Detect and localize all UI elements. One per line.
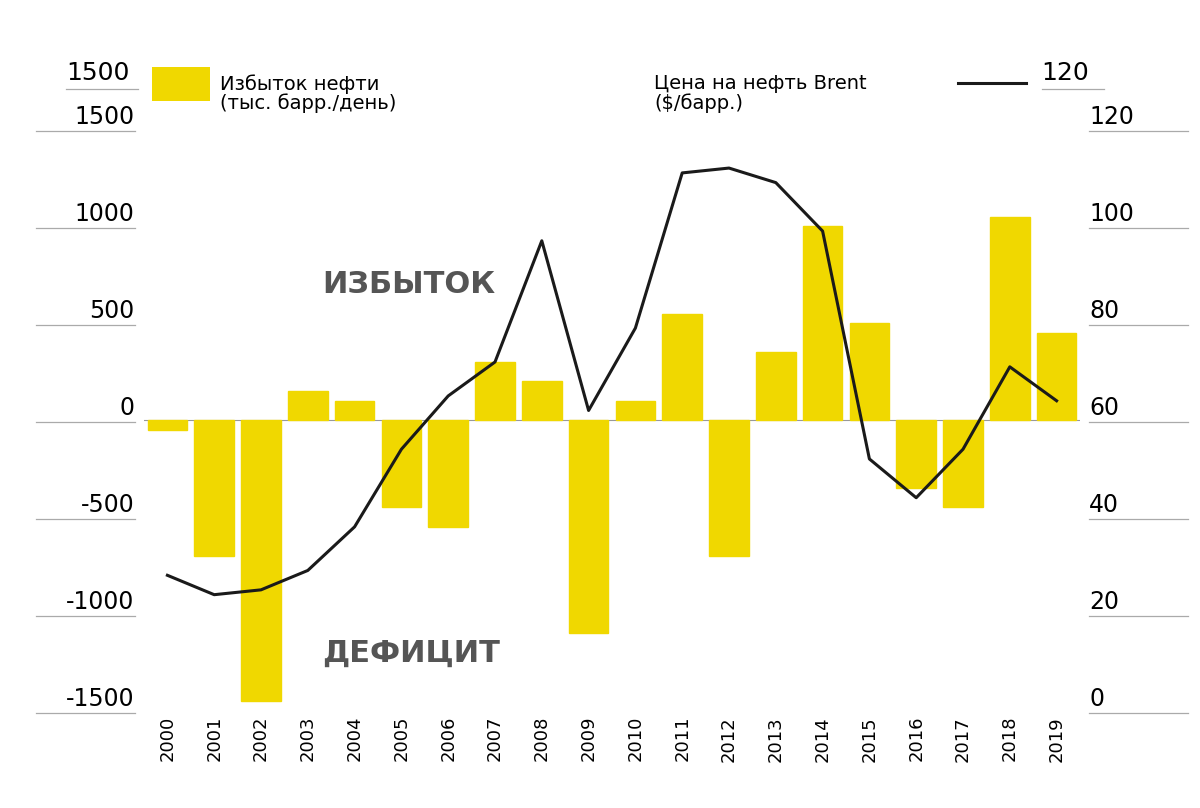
Text: ИЗБЫТОК: ИЗБЫТОК bbox=[322, 270, 494, 299]
Text: -1500: -1500 bbox=[66, 687, 134, 711]
Text: 20: 20 bbox=[1090, 590, 1120, 614]
Bar bbox=[662, 314, 702, 420]
Bar bbox=[803, 226, 842, 420]
Text: 100: 100 bbox=[1090, 202, 1134, 226]
Bar bbox=[709, 420, 749, 556]
Bar bbox=[475, 362, 515, 420]
Bar bbox=[616, 401, 655, 420]
Text: -500: -500 bbox=[80, 493, 134, 517]
Bar bbox=[241, 420, 281, 701]
Bar bbox=[1037, 333, 1076, 420]
Bar bbox=[288, 391, 328, 420]
Bar bbox=[756, 352, 796, 420]
Bar bbox=[522, 381, 562, 420]
Text: Избыток нефти: Избыток нефти bbox=[220, 74, 379, 94]
Text: 120: 120 bbox=[1090, 105, 1134, 129]
Text: 1500: 1500 bbox=[74, 105, 134, 129]
Bar bbox=[382, 420, 421, 507]
Text: 1500: 1500 bbox=[66, 61, 130, 85]
Text: 1000: 1000 bbox=[74, 202, 134, 226]
Text: 60: 60 bbox=[1090, 396, 1120, 420]
Bar bbox=[194, 420, 234, 556]
Text: 0: 0 bbox=[1090, 687, 1104, 711]
Text: ($/барр.): ($/барр.) bbox=[654, 94, 743, 113]
Bar bbox=[990, 217, 1030, 420]
Text: (тыс. барр./день): (тыс. барр./день) bbox=[220, 94, 396, 113]
Text: -1000: -1000 bbox=[66, 590, 134, 614]
Text: 120: 120 bbox=[1042, 61, 1090, 85]
Bar bbox=[148, 420, 187, 430]
Text: 0: 0 bbox=[120, 396, 134, 420]
Bar bbox=[569, 420, 608, 633]
Bar bbox=[896, 420, 936, 488]
Text: 500: 500 bbox=[89, 299, 134, 323]
Bar bbox=[850, 323, 889, 420]
Bar bbox=[428, 420, 468, 527]
Text: 40: 40 bbox=[1090, 493, 1120, 517]
Text: ДЕФИЦИТ: ДЕФИЦИТ bbox=[322, 638, 499, 667]
Text: Цена на нефть Brent: Цена на нефть Brent bbox=[654, 74, 866, 94]
Bar bbox=[335, 401, 374, 420]
Text: 80: 80 bbox=[1090, 299, 1120, 323]
Bar bbox=[943, 420, 983, 507]
